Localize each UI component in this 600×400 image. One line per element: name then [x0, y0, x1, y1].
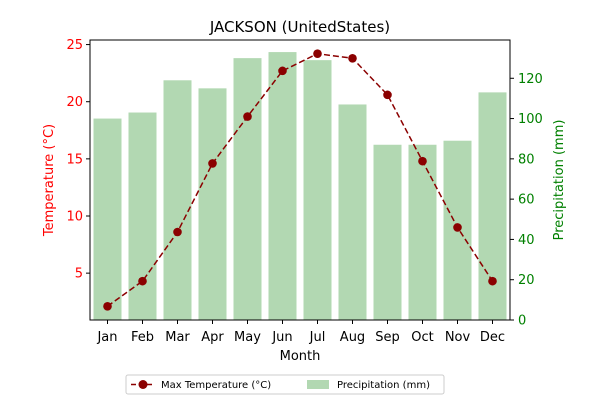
- point-max-temperature-nov: [453, 223, 462, 232]
- x-tick-label: Feb: [131, 330, 154, 345]
- legend-line-dot: [138, 380, 148, 389]
- bar-precipitation-oct: [408, 144, 437, 320]
- y-axis-left-label: Temperature (°C): [42, 124, 57, 237]
- y-axis-right: 0 20 40 60 80 100 120: [510, 72, 543, 329]
- y-axis-right-label: Precipitation (mm): [552, 120, 567, 241]
- chart-title: JACKSON (UnitedStates): [209, 18, 390, 36]
- bar-precipitation-apr: [198, 88, 227, 320]
- x-tick-label: Apr: [201, 330, 224, 345]
- plot-frame: [89, 39, 511, 321]
- bar-precipitation-aug: [338, 104, 367, 320]
- y-right-tick-label: 100: [518, 112, 543, 127]
- x-tick-label: Nov: [445, 330, 471, 345]
- x-tick-label: Jul: [309, 330, 326, 345]
- legend-bar-swatch: [307, 380, 329, 389]
- bar-precipitation-dec: [478, 92, 507, 320]
- x-tick-label: Dec: [480, 330, 505, 345]
- x-tick-label: Jan: [96, 330, 117, 345]
- y-left-tick-label: 15: [66, 152, 83, 167]
- point-max-temperature-may: [243, 112, 252, 121]
- y-left-tick-label: 10: [66, 210, 83, 225]
- x-tick-label: Mar: [165, 330, 190, 345]
- point-max-temperature-jan: [103, 301, 112, 311]
- bar-precipitation-jun: [268, 52, 297, 320]
- x-axis: Jan Feb Mar Apr May Jun Jul Aug Sep Oct Nov Dec: [96, 320, 505, 345]
- legend-label-temperature: Max Temperature (°C): [161, 380, 271, 391]
- point-max-temperature-dec: [488, 276, 497, 286]
- point-max-temperature-sep: [383, 90, 392, 100]
- line-max-temperature: [107, 52, 494, 307]
- bars-group: [93, 52, 507, 321]
- y-right-tick-label: 20: [518, 273, 535, 288]
- bar-precipitation-may: [233, 58, 262, 321]
- x-tick-label: May: [234, 330, 261, 345]
- legend-label-precipitation: Precipitation (mm): [337, 380, 430, 391]
- y-right-tick-label: 0: [518, 314, 526, 329]
- legend-frame: [125, 374, 445, 395]
- y-right-tick-label: 40: [518, 233, 535, 248]
- point-max-temperature-jul: [313, 49, 322, 59]
- y-right-tick-label: 60: [518, 193, 535, 208]
- y-left-tick-label: 5: [75, 267, 83, 282]
- x-tick-label: Jun: [271, 330, 292, 345]
- line-group: [103, 49, 497, 311]
- bar-precipitation-jan: [93, 118, 122, 320]
- bar-precipitation-mar: [163, 80, 192, 320]
- point-max-temperature-feb: [138, 276, 147, 286]
- y-right-tick-label: 120: [518, 72, 543, 87]
- x-tick-label: Oct: [411, 330, 433, 345]
- point-max-temperature-jun: [278, 66, 287, 76]
- point-max-temperature-apr: [208, 159, 217, 168]
- point-max-temperature-aug: [348, 53, 357, 63]
- y-axis-left: 5 10 15 20 25: [66, 38, 90, 282]
- x-tick-label: Aug: [340, 330, 365, 345]
- point-max-temperature-mar: [173, 227, 182, 237]
- bar-precipitation-jul: [303, 60, 332, 320]
- x-axis-label: Month: [280, 349, 321, 364]
- y-left-tick-label: 25: [66, 38, 83, 53]
- x-tick-label: Sep: [375, 330, 400, 345]
- bar-precipitation-sep: [373, 144, 402, 320]
- y-right-tick-label: 80: [518, 152, 535, 167]
- y-left-tick-label: 20: [66, 95, 83, 110]
- point-max-temperature-oct: [418, 156, 427, 166]
- legend: Max Temperature (°C) Precipitation (mm): [125, 374, 445, 395]
